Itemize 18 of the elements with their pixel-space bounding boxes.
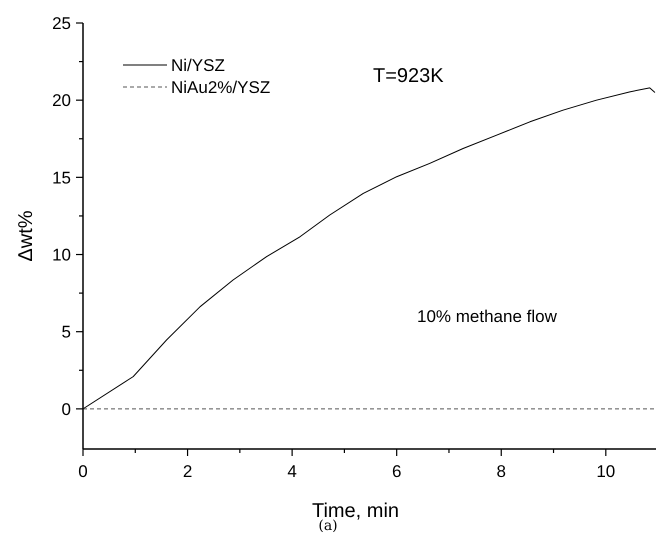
annotation: T=923K [373, 65, 444, 87]
y-tick-label: 5 [62, 322, 71, 342]
x-tick-label: 8 [496, 462, 506, 481]
legend-label: NiAu2%/YSZ [171, 78, 270, 97]
x-tick-label: 10 [596, 462, 616, 481]
y-tick-label: 20 [52, 91, 71, 110]
x-tick-label: 4 [287, 462, 297, 481]
y-tick-label: 15 [52, 168, 71, 188]
y-tick-label: 0 [62, 400, 71, 419]
annotation: 10% methane flow [417, 307, 558, 326]
legend-label: Ni/YSZ [171, 56, 225, 75]
x-tick-label: 2 [182, 462, 192, 481]
y-tick-label: 10 [52, 245, 71, 264]
y-axis-title: Δwt% [15, 210, 37, 262]
x-tick-label: 0 [78, 462, 88, 481]
text: (a) [318, 518, 338, 534]
y-tick-label: 25 [52, 14, 71, 33]
x-tick-label: 6 [392, 462, 402, 481]
